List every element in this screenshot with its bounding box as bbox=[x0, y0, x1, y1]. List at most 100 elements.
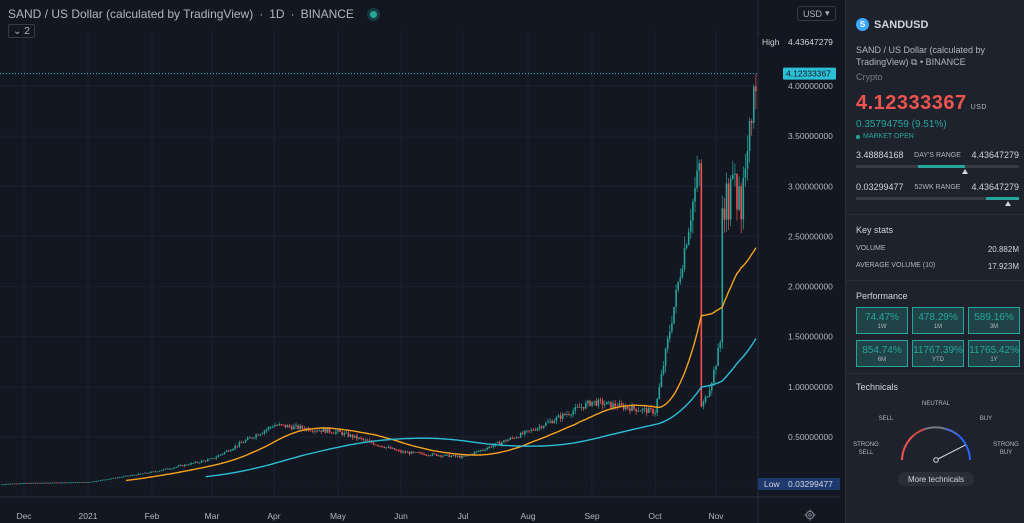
candle-body bbox=[671, 323, 673, 332]
days-range-marker-icon bbox=[962, 169, 969, 174]
candle-body bbox=[431, 453, 434, 456]
candle-body bbox=[715, 365, 717, 370]
description-text: SAND / US Dollar (calculated by TradingV… bbox=[856, 45, 986, 67]
external-link-icon[interactable]: ⧉ bbox=[911, 57, 918, 67]
candle-body bbox=[574, 407, 577, 411]
candle-body bbox=[179, 465, 182, 466]
candle-body bbox=[452, 455, 455, 457]
candle-body bbox=[643, 408, 646, 410]
candle-body bbox=[89, 481, 91, 483]
x-tick-label: Oct bbox=[648, 511, 662, 521]
candle-body bbox=[729, 178, 732, 220]
candle-body bbox=[511, 437, 514, 439]
candle-body bbox=[505, 440, 507, 442]
candle-body bbox=[81, 482, 83, 483]
chart-header: SAND / US Dollar (calculated by TradingV… bbox=[8, 6, 377, 22]
high-label-box bbox=[758, 36, 840, 49]
x-tick-label: Jul bbox=[458, 511, 469, 521]
y-tick-label: 2.00000000 bbox=[788, 282, 833, 292]
perf-value: 11767.39% bbox=[913, 344, 963, 356]
candle-body bbox=[55, 482, 58, 484]
candle-body bbox=[639, 410, 642, 412]
candle-body bbox=[322, 428, 325, 432]
candle-body bbox=[175, 466, 178, 468]
candle-body bbox=[190, 463, 192, 465]
candle-body bbox=[110, 478, 112, 480]
candle-body bbox=[719, 342, 721, 348]
gauge-buy-label: BUY bbox=[980, 416, 992, 422]
candle-body bbox=[547, 421, 549, 423]
candle-body bbox=[490, 446, 493, 448]
y-tick-label: 0.50000000 bbox=[788, 432, 833, 442]
candle-body bbox=[324, 428, 327, 433]
candle-body bbox=[141, 473, 144, 475]
candle-body bbox=[375, 444, 377, 446]
week52-range-high: 4.43647279 bbox=[971, 182, 1019, 192]
candle-body bbox=[116, 477, 119, 479]
candle-body bbox=[580, 407, 583, 408]
candle-body bbox=[301, 425, 304, 429]
candle-body bbox=[154, 471, 157, 473]
candle-body bbox=[274, 425, 276, 427]
interval-label[interactable]: 1D bbox=[269, 7, 285, 21]
candle-body bbox=[165, 468, 167, 470]
candle-body bbox=[257, 434, 259, 436]
candle-body bbox=[650, 408, 652, 410]
candle-body bbox=[473, 452, 476, 455]
candle-body bbox=[576, 406, 579, 408]
x-tick-label: Mar bbox=[205, 511, 220, 521]
candle-body bbox=[679, 277, 682, 282]
candle-body bbox=[196, 461, 199, 463]
candle-body bbox=[343, 432, 346, 435]
gear-icon[interactable] bbox=[804, 509, 816, 521]
candle-body bbox=[519, 432, 522, 438]
perf-cell-6m[interactable]: 854.74% 6M bbox=[856, 340, 908, 367]
candle-body bbox=[566, 414, 568, 415]
candle-body bbox=[104, 479, 106, 481]
candle-body bbox=[102, 479, 104, 481]
chart-area[interactable]: 4.00000000 3.50000000 3.00000000 2.50000000… bbox=[0, 0, 840, 523]
days-range-bar bbox=[856, 165, 1019, 168]
indicators-toggle[interactable]: ⌄ 2 bbox=[8, 24, 35, 38]
candle-body bbox=[242, 442, 245, 444]
candle-body bbox=[34, 482, 37, 484]
symbol-header[interactable]: S SANDUSD bbox=[856, 18, 928, 31]
perf-cell-ytd[interactable]: 11767.39% YTD bbox=[912, 340, 964, 367]
candle-body bbox=[561, 413, 564, 419]
candle-body bbox=[396, 450, 398, 451]
candle-body bbox=[337, 430, 339, 432]
perf-cell-1w[interactable]: 74.47% 1W bbox=[856, 307, 908, 334]
candle-body bbox=[225, 450, 228, 452]
symbol-title[interactable]: SAND / US Dollar (calculated by TradingV… bbox=[8, 7, 254, 21]
week52-range-low: 0.03299477 bbox=[856, 182, 904, 192]
candle-body bbox=[662, 365, 665, 375]
performance-grid: 74.47% 1W 478.29% 1M 589.16% 3M 854.74% 6M 1… bbox=[856, 307, 1020, 367]
gauge-strong-buy-label: STRONG BUY bbox=[993, 442, 1019, 456]
y-tick-label: 2.50000000 bbox=[788, 231, 833, 241]
more-technicals-button[interactable]: More technicals bbox=[898, 472, 974, 486]
candle-body bbox=[99, 480, 102, 481]
candle-body bbox=[234, 445, 236, 449]
candle-body bbox=[496, 442, 499, 444]
perf-cell-1m[interactable]: 478.29% 1M bbox=[912, 307, 964, 334]
candle-body bbox=[708, 390, 711, 397]
candle-body bbox=[207, 459, 209, 462]
candle-body bbox=[230, 450, 232, 452]
candle-body bbox=[477, 450, 480, 452]
candle-body bbox=[3, 484, 5, 485]
candle-body bbox=[372, 442, 375, 445]
candle-body bbox=[51, 482, 54, 484]
candle-body bbox=[129, 475, 131, 477]
candle-body bbox=[66, 482, 68, 484]
perf-cell-3m[interactable]: 589.16% 3M bbox=[968, 307, 1020, 334]
candle-body bbox=[74, 482, 77, 484]
candle-body bbox=[318, 430, 320, 432]
candle-body bbox=[15, 483, 18, 485]
currency-select[interactable]: USD ▾ bbox=[797, 6, 836, 21]
candle-body bbox=[97, 480, 100, 482]
candle-body bbox=[732, 174, 734, 179]
perf-label: 1Y bbox=[990, 356, 998, 363]
high-value: 4.43647279 bbox=[788, 37, 833, 47]
price-chart[interactable]: 4.00000000 3.50000000 3.00000000 2.50000000… bbox=[0, 0, 840, 523]
perf-cell-1y[interactable]: 11765.42% 1Y bbox=[968, 340, 1020, 367]
